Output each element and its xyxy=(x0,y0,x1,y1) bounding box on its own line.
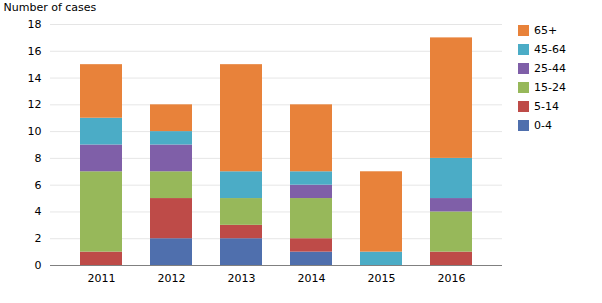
svg-text:2011: 2011 xyxy=(88,272,116,285)
html-text:5-14: 5-14 xyxy=(534,100,559,113)
svg-text:2015: 2015 xyxy=(368,272,396,285)
svg-text:14: 14 xyxy=(28,72,42,85)
html-text:45-64: 45-64 xyxy=(534,43,566,56)
html-text:15-24: 15-24 xyxy=(534,81,566,94)
html-text:65+: 65+ xyxy=(534,24,558,37)
svg-text:12: 12 xyxy=(28,98,42,111)
svg-text:2: 2 xyxy=(35,232,42,245)
svg-text:2012: 2012 xyxy=(158,272,186,285)
html-text:25-44: 25-44 xyxy=(534,62,566,75)
svg-text:10: 10 xyxy=(28,125,42,138)
svg-text:4: 4 xyxy=(35,205,42,218)
svg-text:2014: 2014 xyxy=(298,272,326,285)
svg-text:0: 0 xyxy=(35,259,42,272)
svg-text:18: 18 xyxy=(28,18,42,31)
svg-text:2013: 2013 xyxy=(228,272,256,285)
svg-text:2016: 2016 xyxy=(438,272,466,285)
svg-text:Number of cases: Number of cases xyxy=(4,1,97,14)
svg-text:16: 16 xyxy=(28,45,42,58)
svg-text:8: 8 xyxy=(35,152,42,165)
svg-text:6: 6 xyxy=(35,179,42,192)
html-text:0-4: 0-4 xyxy=(534,119,552,132)
